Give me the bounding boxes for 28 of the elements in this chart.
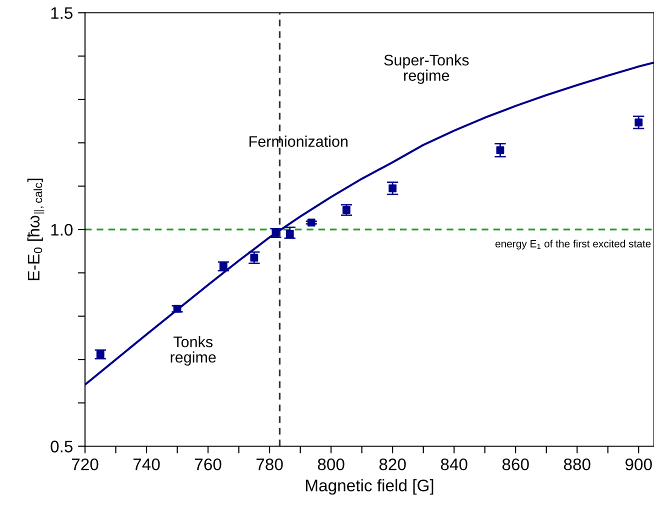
annotation: Tonks regime xyxy=(170,336,216,366)
ref-line-label: Fermionization xyxy=(250,136,348,147)
point xyxy=(634,118,643,126)
x-tick-label: 760 xyxy=(194,458,222,470)
point xyxy=(496,146,504,154)
x-tick-label: 840 xyxy=(440,458,468,470)
y-tick-label: 1.0 xyxy=(51,224,73,236)
x-tick-label: 780 xyxy=(256,458,283,470)
point xyxy=(342,206,350,214)
ref-line-label: energy E$_{1}$ of the first excited state xyxy=(495,240,651,250)
x-tick-label: 880 xyxy=(564,458,590,470)
point xyxy=(307,218,316,227)
point xyxy=(388,184,397,192)
y-axis-title: E-E$_{0}$ [ħω$_{∥,calc}$] xyxy=(27,178,44,280)
x-tick-label: 860 xyxy=(502,458,529,470)
x-tick-label: 720 xyxy=(72,458,98,470)
point xyxy=(173,304,182,313)
point xyxy=(96,350,104,358)
y-tick-label: 0.5 xyxy=(50,440,73,452)
x-tick-label: 820 xyxy=(379,458,406,470)
annotation: Super-Tonks regime xyxy=(384,54,469,84)
x-tick-label: 800 xyxy=(318,458,344,470)
x-tick-label: 740 xyxy=(133,458,160,470)
x-tick-label: 900 xyxy=(626,458,652,470)
y-tick-label: 1.5 xyxy=(51,7,73,19)
x-axis-title: Magnetic field [G] xyxy=(306,479,434,495)
point xyxy=(250,254,258,262)
point xyxy=(219,262,228,270)
